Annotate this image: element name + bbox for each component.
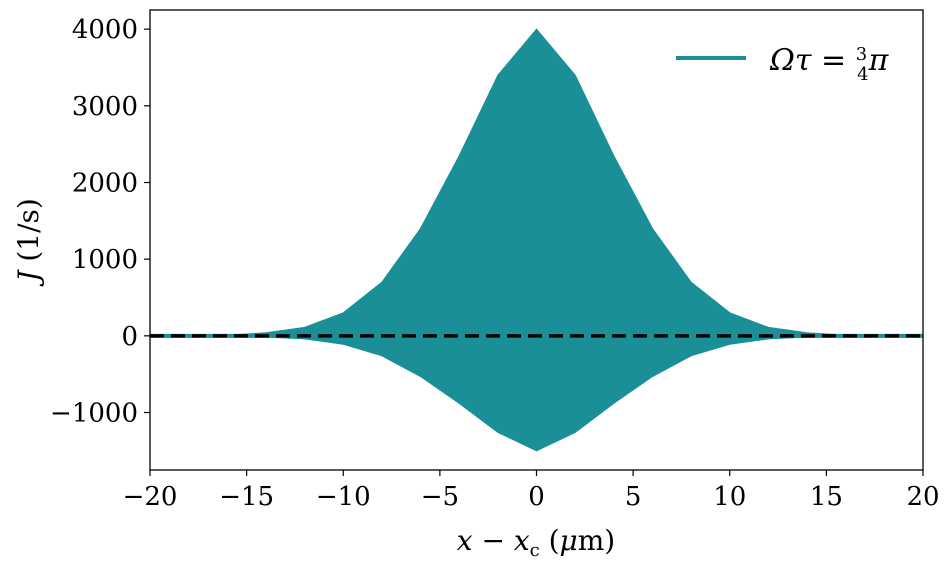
x-tick-label: −5 [421,482,459,512]
plot-area [149,28,924,452]
x-tick-label: 15 [810,482,843,512]
x-axis-label: x − xc (μm) [457,524,615,561]
x-tick-label: 5 [625,482,642,512]
x-tick-label: −20 [123,482,178,512]
y-axis-label: J (1/s) [12,198,45,287]
x-tick-label: −15 [219,482,274,512]
x-tick-label: 10 [713,482,746,512]
series-fill-0 [149,28,924,452]
legend-label: Ωτ = 3 4π [769,43,890,85]
legend: Ωτ = 3 4π [676,43,890,85]
x-tick-label: 0 [528,482,545,512]
x-tick-label: 20 [906,482,939,512]
y-tick-label: 3000 [72,92,138,122]
y-tick-label: 1000 [72,245,138,275]
y-tick-label: −1000 [50,399,138,429]
y-tick-label: 4000 [72,15,138,45]
y-tick-label: 2000 [72,169,138,199]
y-tick-label: 0 [121,322,138,352]
axis-labels: x − xc (μm) J (1/s) [12,198,615,561]
axes: −20 −15 −10 −5 0 5 10 15 20 −1000 0 1000 2000 3000 400… [50,9,940,512]
x-tick-label: −10 [316,482,371,512]
